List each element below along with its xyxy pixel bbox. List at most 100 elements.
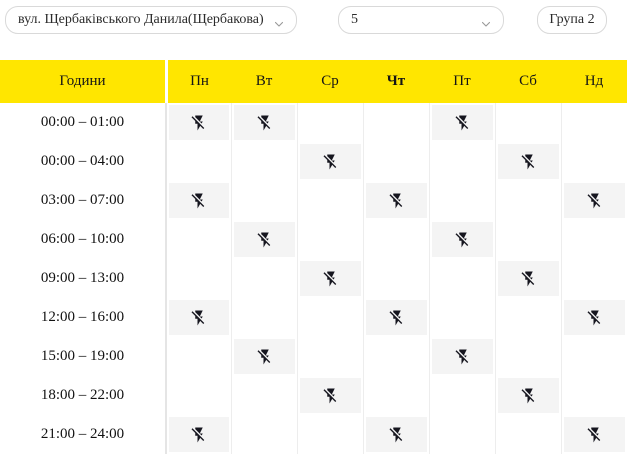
flash-off-icon (455, 232, 468, 247)
flash-off-icon (521, 388, 534, 403)
topbar: вул. Щербаківського Данила(Щербакова) 5 … (0, 0, 627, 60)
time-cell: 12:00 – 16:00 (40, 309, 125, 325)
day-header: Вт (231, 60, 297, 103)
flash-off-icon (389, 193, 402, 208)
schedule-cell (165, 103, 231, 142)
chevron-down-icon (273, 14, 285, 27)
flash-off-icon (191, 310, 205, 325)
schedule-cell (561, 181, 627, 220)
schedule-cell (495, 376, 561, 415)
table-row: 00:00 – 01:00 (0, 103, 627, 142)
schedule-cell (165, 142, 231, 181)
schedule-body: 00:00 – 01:00 00:00 – 04:00 03:00 – 07:00 0… (0, 103, 627, 454)
flash-off-icon (587, 193, 600, 208)
schedule-cell (495, 142, 561, 181)
schedule-cell (165, 259, 231, 298)
schedule-cell (297, 337, 363, 376)
schedule-cell (429, 142, 495, 181)
schedule-cell (561, 337, 627, 376)
schedule-cell (297, 415, 363, 454)
building-select[interactable]: 5 (338, 6, 504, 34)
schedule-cell (165, 376, 231, 415)
schedule-cell (363, 298, 429, 337)
schedule-cell (429, 337, 495, 376)
flash-off-icon (521, 271, 534, 286)
schedule-cell (363, 337, 429, 376)
schedule-cell (429, 298, 495, 337)
day-header: Ср (297, 60, 363, 103)
schedule-cell (561, 415, 627, 454)
hours-header: Години (0, 60, 165, 103)
schedule-cell (231, 415, 297, 454)
schedule-cell (429, 376, 495, 415)
time-cell: 00:00 – 04:00 (40, 153, 125, 169)
day-header: Сб (495, 60, 561, 103)
flash-off-icon (257, 232, 270, 247)
schedule-cell (561, 103, 627, 142)
flash-off-icon (257, 115, 270, 130)
schedule-cell (297, 259, 363, 298)
time-cell: 03:00 – 07:00 (40, 192, 125, 208)
schedule-cell (495, 337, 561, 376)
time-cell: 09:00 – 13:00 (40, 270, 125, 286)
schedule-cell (429, 259, 495, 298)
table-row: 00:00 – 04:00 (0, 142, 627, 181)
schedule-cell (495, 181, 561, 220)
schedule-cell (363, 220, 429, 259)
schedule-cell (297, 181, 363, 220)
schedule-cell (363, 415, 429, 454)
schedule-cell (231, 220, 297, 259)
flash-off-icon (191, 115, 205, 130)
time-cell: 18:00 – 22:00 (40, 387, 125, 403)
flash-off-icon (323, 388, 336, 403)
building-select-value: 5 (351, 12, 358, 27)
time-cell: 15:00 – 19:00 (40, 348, 125, 364)
flash-off-icon (455, 349, 468, 364)
schedule-cell (495, 103, 561, 142)
schedule-cell (165, 337, 231, 376)
schedule-cell (561, 376, 627, 415)
schedule-cell (429, 220, 495, 259)
table-row: 21:00 – 24:00 (0, 415, 627, 454)
schedule-cell (429, 103, 495, 142)
schedule-cell (297, 142, 363, 181)
flash-off-icon (191, 193, 205, 208)
schedule-cell (363, 259, 429, 298)
flash-off-icon (455, 115, 468, 130)
schedule-cell (429, 181, 495, 220)
schedule-cell (495, 220, 561, 259)
flash-off-icon (257, 349, 270, 364)
chevron-down-icon (480, 14, 492, 27)
schedule-cell (231, 103, 297, 142)
flash-off-icon (389, 427, 402, 442)
schedule-cell (495, 259, 561, 298)
table-row: 15:00 – 19:00 (0, 337, 627, 376)
street-select[interactable]: вул. Щербаківського Данила(Щербакова) (5, 6, 297, 34)
flash-off-icon (389, 310, 402, 325)
schedule-cell (363, 142, 429, 181)
schedule-cell (363, 181, 429, 220)
group-button[interactable]: Група 2 (537, 6, 607, 34)
schedule-cell (363, 376, 429, 415)
table-row: 09:00 – 13:00 (0, 259, 627, 298)
schedule-cell (297, 376, 363, 415)
schedule-cell (495, 415, 561, 454)
schedule-cell (561, 220, 627, 259)
day-header: Нд (561, 60, 627, 103)
schedule-cell (231, 259, 297, 298)
schedule-cell (231, 298, 297, 337)
schedule-cell (231, 142, 297, 181)
flash-off-icon (587, 310, 600, 325)
flash-off-icon (191, 427, 205, 442)
time-cell: 06:00 – 10:00 (40, 231, 125, 247)
flash-off-icon (323, 154, 336, 169)
table-row: 12:00 – 16:00 (0, 298, 627, 337)
day-header: Чт (363, 60, 429, 103)
day-header: Пт (429, 60, 495, 103)
schedule-cell (165, 220, 231, 259)
schedule-cell (363, 103, 429, 142)
schedule-cell (561, 259, 627, 298)
schedule-cell (297, 298, 363, 337)
schedule-cell (561, 298, 627, 337)
